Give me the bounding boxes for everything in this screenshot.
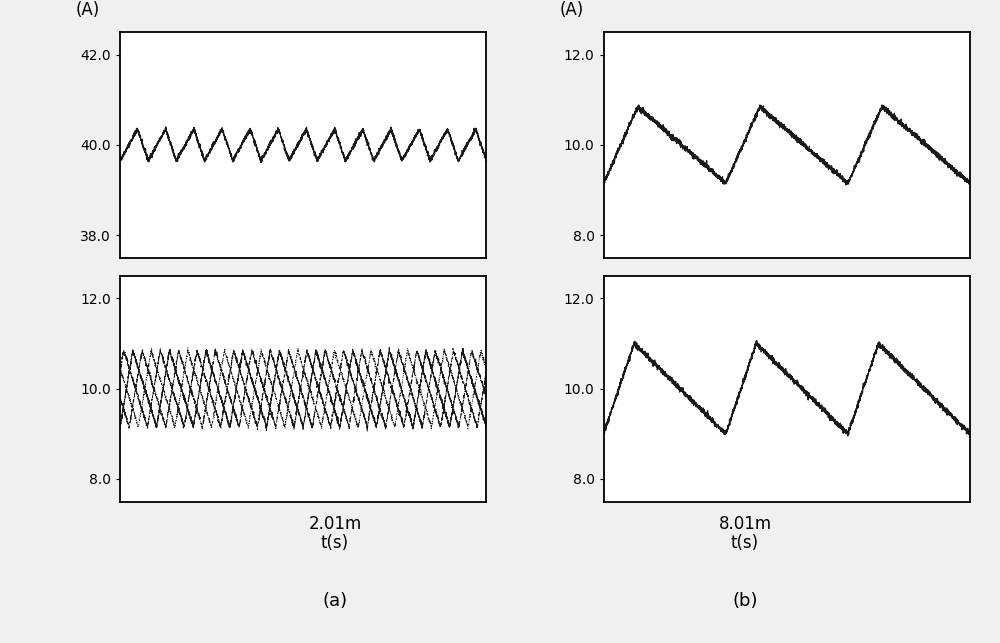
Text: (a): (a) [322, 592, 348, 610]
Text: (A): (A) [560, 1, 584, 19]
Text: (b): (b) [732, 592, 758, 610]
Text: 8.01m: 8.01m [718, 515, 772, 533]
Text: (A): (A) [76, 1, 100, 19]
Text: 2.01m: 2.01m [308, 515, 362, 533]
Text: t(s): t(s) [321, 534, 349, 552]
Text: t(s): t(s) [731, 534, 759, 552]
